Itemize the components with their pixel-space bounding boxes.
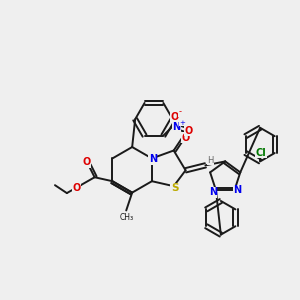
Text: -: - xyxy=(179,107,182,116)
Text: +: + xyxy=(179,120,185,126)
Text: CH₃: CH₃ xyxy=(119,213,133,222)
Text: O: O xyxy=(182,133,190,142)
Text: O: O xyxy=(82,158,91,167)
Text: O: O xyxy=(73,183,81,193)
Text: N: N xyxy=(209,187,217,197)
Text: O: O xyxy=(170,112,178,122)
Text: S: S xyxy=(171,183,178,193)
Text: H: H xyxy=(207,156,214,165)
Text: N: N xyxy=(172,122,180,132)
Text: N: N xyxy=(149,154,157,164)
Text: Cl: Cl xyxy=(256,148,266,158)
Text: O: O xyxy=(184,126,192,136)
Text: N: N xyxy=(233,185,242,195)
